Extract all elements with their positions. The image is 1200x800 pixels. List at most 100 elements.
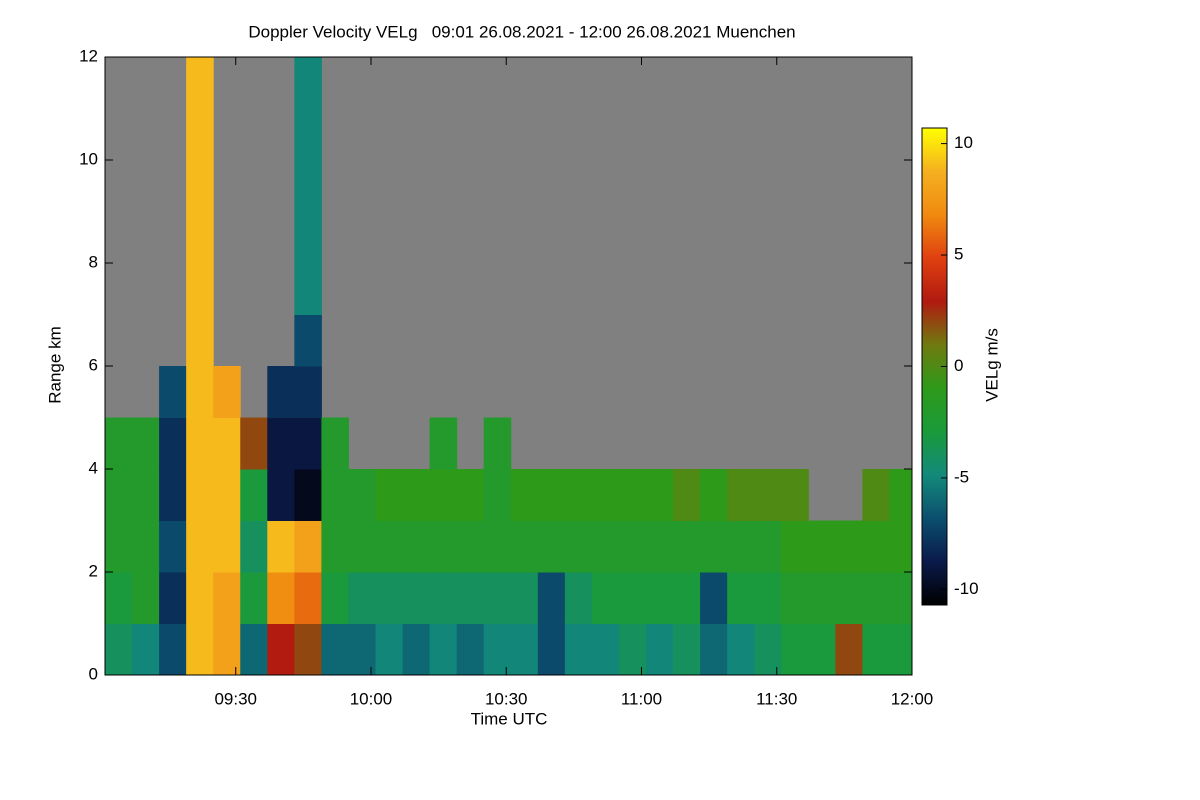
heatmap-cell <box>240 520 268 573</box>
heatmap-cell <box>294 469 322 521</box>
heatmap-cell <box>105 572 133 624</box>
heatmap-cell <box>483 520 512 573</box>
heatmap-cell <box>267 417 295 470</box>
heatmap-cell <box>727 469 755 521</box>
heatmap-cell <box>321 520 349 573</box>
colorbar-tick-label: 10 <box>954 133 973 152</box>
heatmap-cell <box>618 469 647 521</box>
heatmap-cell <box>294 572 322 624</box>
heatmap-cell <box>186 520 214 573</box>
heatmap-cell <box>159 520 187 573</box>
heatmap-cell <box>213 572 241 624</box>
heatmap-cell <box>564 623 593 675</box>
heatmap-cell <box>267 366 295 418</box>
heatmap-cell <box>456 623 485 675</box>
heatmap-cell <box>510 469 539 521</box>
heatmap-cell <box>213 469 241 521</box>
heatmap-cell <box>700 572 728 624</box>
x-tick-label: 10:30 <box>485 689 528 708</box>
heatmap-cell <box>673 623 701 675</box>
heatmap-cell <box>321 572 349 624</box>
heatmap-cell <box>537 623 566 675</box>
colorbar-label: VELg m/s <box>982 328 1001 402</box>
heatmap-cell <box>591 469 620 521</box>
heatmap-cell <box>646 520 674 573</box>
x-tick-label: 11:00 <box>621 689 662 708</box>
heatmap-cell <box>294 108 322 161</box>
heatmap-cell <box>727 520 755 573</box>
heatmap-cell <box>510 572 539 624</box>
heatmap-cell <box>186 57 214 109</box>
heatmap-cell <box>105 417 133 470</box>
heatmap-cell <box>267 623 295 675</box>
heatmap-cell <box>240 572 268 624</box>
heatmap-cell <box>889 572 912 624</box>
heatmap-cell <box>132 520 160 573</box>
heatmap-cell <box>591 572 620 624</box>
heatmap-cell <box>375 469 404 521</box>
heatmap-cell <box>537 469 566 521</box>
heatmap-cell <box>213 520 241 573</box>
heatmap-cell <box>294 263 322 315</box>
heatmap-cell <box>375 520 404 573</box>
heatmap-cell <box>132 417 160 470</box>
heatmap-cell <box>727 572 755 624</box>
y-tick-label: 4 <box>89 458 98 477</box>
heatmap-cell <box>186 366 214 418</box>
heatmap-cell <box>294 520 322 573</box>
heatmap-cell <box>483 469 512 521</box>
heatmap-cell <box>105 469 133 521</box>
heatmap-cell <box>348 623 377 675</box>
heatmap-cell <box>835 520 863 573</box>
heatmap-cell <box>240 417 268 470</box>
colorbar-tick-label: 0 <box>954 356 963 375</box>
heatmap-cell <box>808 572 836 624</box>
heatmap-cell <box>591 520 620 573</box>
heatmap-cell <box>456 572 485 624</box>
heatmap-cell <box>754 469 782 521</box>
heatmap-cell <box>105 623 133 675</box>
heatmap-cell <box>618 623 647 675</box>
heatmap-cell <box>510 623 539 675</box>
heatmap-cell <box>294 366 322 418</box>
heatmap-cell <box>808 520 836 573</box>
x-axis-label: Time UTC <box>471 709 548 728</box>
heatmap-cell <box>646 572 674 624</box>
heatmap-cell <box>673 520 701 573</box>
heatmap-cell <box>618 572 647 624</box>
heatmap-cell <box>700 520 728 573</box>
heatmap <box>105 57 912 675</box>
colorbar-tick-label: -10 <box>954 579 979 598</box>
x-tick-label: 10:00 <box>350 689 393 708</box>
heatmap-cell <box>321 623 349 675</box>
heatmap-cell <box>186 108 214 161</box>
heatmap-cell <box>781 572 809 624</box>
heatmap-cell <box>159 469 187 521</box>
heatmap-cell <box>673 469 701 521</box>
heatmap-cell <box>267 572 295 624</box>
heatmap-cell <box>781 469 809 521</box>
heatmap-cell <box>429 572 458 624</box>
heatmap-cell <box>402 572 431 624</box>
heatmap-cell <box>348 469 377 521</box>
y-tick-label: 2 <box>89 561 98 580</box>
heatmap-cell <box>754 520 782 573</box>
heatmap-cell <box>159 572 187 624</box>
heatmap-cell <box>294 160 322 212</box>
heatmap-cell <box>808 623 836 675</box>
heatmap-cell <box>267 520 295 573</box>
y-tick-label: 6 <box>89 355 98 374</box>
heatmap-cell <box>348 572 377 624</box>
heatmap-cell <box>402 623 431 675</box>
heatmap-cell <box>294 57 322 109</box>
heatmap-cell <box>240 623 268 675</box>
chart-title: Doppler Velocity VELg 09:01 26.08.2021 -… <box>248 22 795 41</box>
heatmap-cell <box>754 623 782 675</box>
heatmap-cell <box>186 314 214 367</box>
heatmap-cell <box>754 572 782 624</box>
heatmap-cell <box>294 623 322 675</box>
colorbar-tick-label: 5 <box>954 245 963 264</box>
heatmap-cell <box>159 366 187 418</box>
x-tick-label: 12:00 <box>891 689 934 708</box>
